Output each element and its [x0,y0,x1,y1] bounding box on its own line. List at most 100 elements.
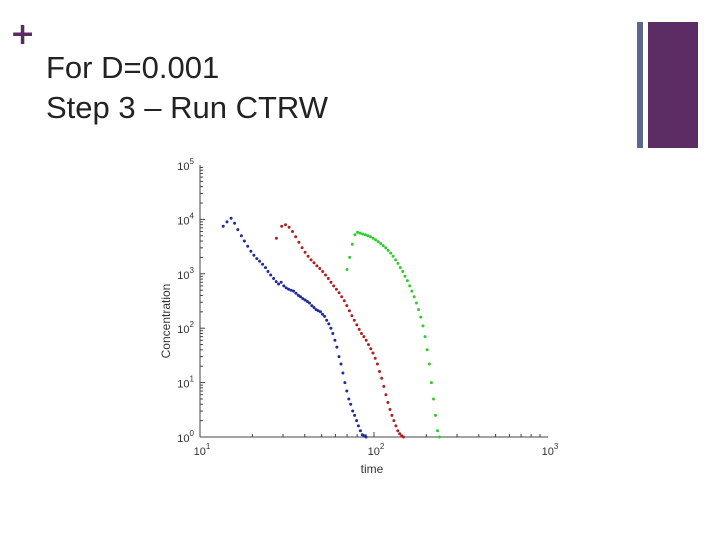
data-point [432,397,435,401]
data-point [412,295,416,299]
data-point [340,295,344,299]
data-point [332,284,336,288]
data-point [358,231,362,235]
data-point [417,308,421,312]
data-point [355,419,359,423]
data-point [345,268,349,271]
data-point [303,250,307,254]
data-point [434,413,437,417]
slide-title-line-1: For D=0.001 [46,50,220,85]
data-point [360,332,363,335]
data-point [339,362,343,366]
data-point [369,347,373,351]
data-point [229,216,233,220]
data-point [392,419,396,423]
x-tick-label: 101 [194,442,211,458]
slide-title-line-2: Step 3 – Run CTRW [46,90,328,125]
accent-bar-thick [648,22,698,148]
data-point [274,280,278,284]
data-point [401,270,405,273]
data-point [289,288,293,292]
data-point [266,270,270,273]
y-axis-label: Concentration [159,284,173,359]
data-point [284,223,287,227]
data-point [308,301,311,305]
data-point [343,381,347,385]
data-point [421,324,425,328]
data-point [310,304,314,308]
data-point [427,362,431,366]
data-point [382,384,386,388]
data-point [347,309,351,313]
data-point [350,242,354,246]
data-point [405,279,409,283]
data-point [381,244,385,248]
data-point [349,402,353,406]
data-point [318,267,322,270]
data-point [239,234,243,238]
data-point [347,397,351,401]
slide-title: For D=0.001 Step 3 – Run CTRW [46,48,328,128]
data-point [284,286,288,290]
y-tick-label: 100 [177,429,194,445]
data-point [297,240,301,244]
data-point [255,257,259,261]
data-point [384,246,388,250]
accent-bar-thin [637,22,643,148]
data-point [358,429,362,433]
chart-axes [199,165,548,438]
data-point [299,295,302,299]
data-point [371,236,375,240]
data-point [306,254,310,258]
data-point [294,291,298,295]
data-point [394,258,398,262]
data-point [334,287,338,291]
data-point [325,318,329,322]
chart-points [221,216,441,439]
data-point [287,225,291,229]
data-point [301,297,305,301]
data-point [374,238,378,242]
data-point [367,343,370,347]
data-point [287,287,291,291]
data-point [345,304,349,308]
plus-icon: + [10,17,36,52]
data-point [371,351,375,355]
data-point [419,315,423,319]
data-point [396,429,400,433]
data-point [246,244,250,248]
data-point [357,327,361,331]
data-point [269,273,273,277]
data-point [264,266,267,270]
data-point [315,264,319,268]
data-point [436,429,439,433]
data-point [380,376,384,380]
data-point [321,270,325,273]
data-point [356,424,360,428]
data-point [337,291,341,295]
data-point [337,355,341,359]
data-point [272,277,276,280]
data-point [348,255,352,259]
data-point [326,277,330,280]
data-point [389,251,393,255]
data-point [341,371,345,375]
data-point [363,233,367,237]
data-point [350,314,354,318]
data-point [294,235,298,239]
data-point [277,282,281,286]
data-point [282,284,286,288]
data-point [398,432,402,436]
data-point [221,224,225,228]
data-point [356,230,360,234]
data-point [414,301,418,305]
data-point [329,326,333,330]
data-point [402,435,405,439]
x-tick-label: 103 [542,442,559,458]
data-point [318,310,322,314]
data-point [410,289,414,293]
data-point [303,298,307,302]
data-point [366,234,370,238]
data-point [355,323,359,327]
